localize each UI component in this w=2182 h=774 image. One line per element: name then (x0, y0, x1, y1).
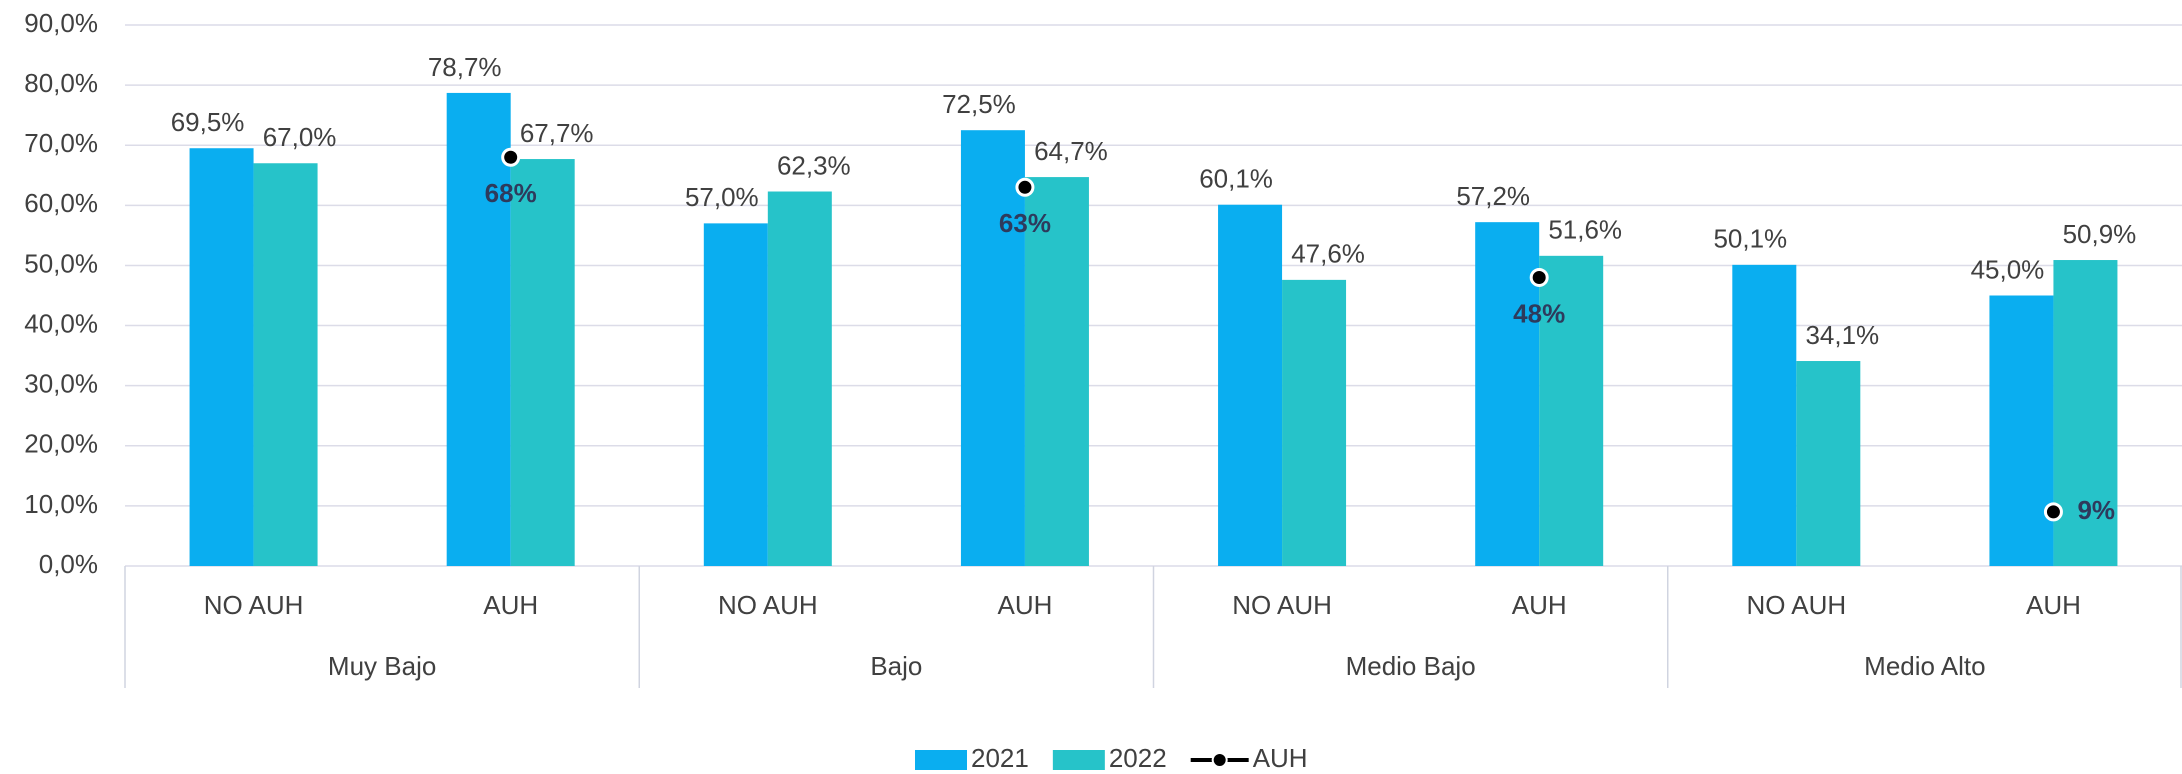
group-label: Bajo (870, 651, 922, 681)
y-tick-label: 50,0% (24, 248, 98, 278)
data-label: 64,7% (1034, 136, 1108, 166)
bar (253, 163, 318, 566)
y-tick-label: 30,0% (24, 369, 98, 399)
data-label: 50,1% (1713, 224, 1787, 254)
bar (189, 148, 254, 566)
line-point-label: 48% (1513, 298, 1565, 328)
group-label: Muy Bajo (328, 651, 436, 681)
line-point-label: 68% (485, 178, 537, 208)
legend-marker (1211, 752, 1228, 768)
data-label: 45,0% (1971, 254, 2045, 284)
bar (767, 191, 832, 566)
data-label: 57,2% (1456, 181, 1530, 211)
line-point-label: 63% (999, 208, 1051, 238)
line-point (2043, 502, 2063, 522)
bar (1796, 361, 1861, 566)
bar (1024, 177, 1089, 566)
y-tick-label: 60,0% (24, 188, 98, 218)
bar (2053, 260, 2118, 566)
x-tick-label: AUH (1512, 590, 1567, 620)
x-tick-label: NO AUH (204, 590, 304, 620)
group-label: Medio Alto (1864, 651, 1985, 681)
data-label: 62,3% (777, 150, 851, 180)
y-tick-label: 70,0% (24, 128, 98, 158)
x-tick-label: NO AUH (1746, 590, 1846, 620)
bar (1539, 255, 1604, 566)
x-tick-label: AUH (997, 590, 1052, 620)
data-label: 60,1% (1199, 164, 1273, 194)
y-tick-label: 80,0% (24, 68, 98, 98)
bar (510, 159, 575, 566)
x-tick-label: AUH (2026, 590, 2081, 620)
line-point-label: 9% (2077, 495, 2115, 525)
y-tick-label: 40,0% (24, 308, 98, 338)
data-label: 51,6% (1548, 215, 1622, 245)
y-tick-label: 0,0% (39, 549, 98, 579)
legend-swatch (915, 750, 967, 770)
bar (1282, 279, 1347, 566)
y-tick-label: 90,0% (24, 8, 98, 38)
bar (446, 92, 511, 567)
data-label: 69,5% (171, 107, 245, 137)
data-label: 67,0% (263, 122, 337, 152)
line-point (1529, 267, 1549, 287)
data-label: 72,5% (942, 89, 1016, 119)
bar (1989, 295, 2054, 566)
group-label: Medio Bajo (1346, 651, 1476, 681)
bar (960, 130, 1025, 566)
bar (1732, 264, 1797, 566)
y-tick-label: 20,0% (24, 429, 98, 459)
line-point (501, 147, 521, 167)
data-label: 78,7% (428, 52, 502, 82)
bar (1218, 204, 1283, 566)
bar (703, 223, 768, 566)
legend-label: 2022 (1109, 743, 1167, 773)
legend-swatch (1052, 750, 1105, 770)
y-tick-label: 10,0% (24, 489, 98, 519)
x-tick-label: NO AUH (1232, 590, 1332, 620)
x-tick-label: NO AUH (718, 590, 818, 620)
legend-label: 2021 (971, 743, 1029, 773)
data-label: 67,7% (520, 118, 594, 148)
data-label: 57,0% (685, 182, 759, 212)
data-label: 34,1% (1805, 320, 1879, 350)
x-tick-label: AUH (483, 590, 538, 620)
data-label: 47,6% (1291, 239, 1365, 269)
data-label: 50,9% (2063, 219, 2137, 249)
line-point (1015, 177, 1035, 197)
bar (1475, 222, 1540, 567)
legend-label: AUH (1253, 743, 1308, 773)
